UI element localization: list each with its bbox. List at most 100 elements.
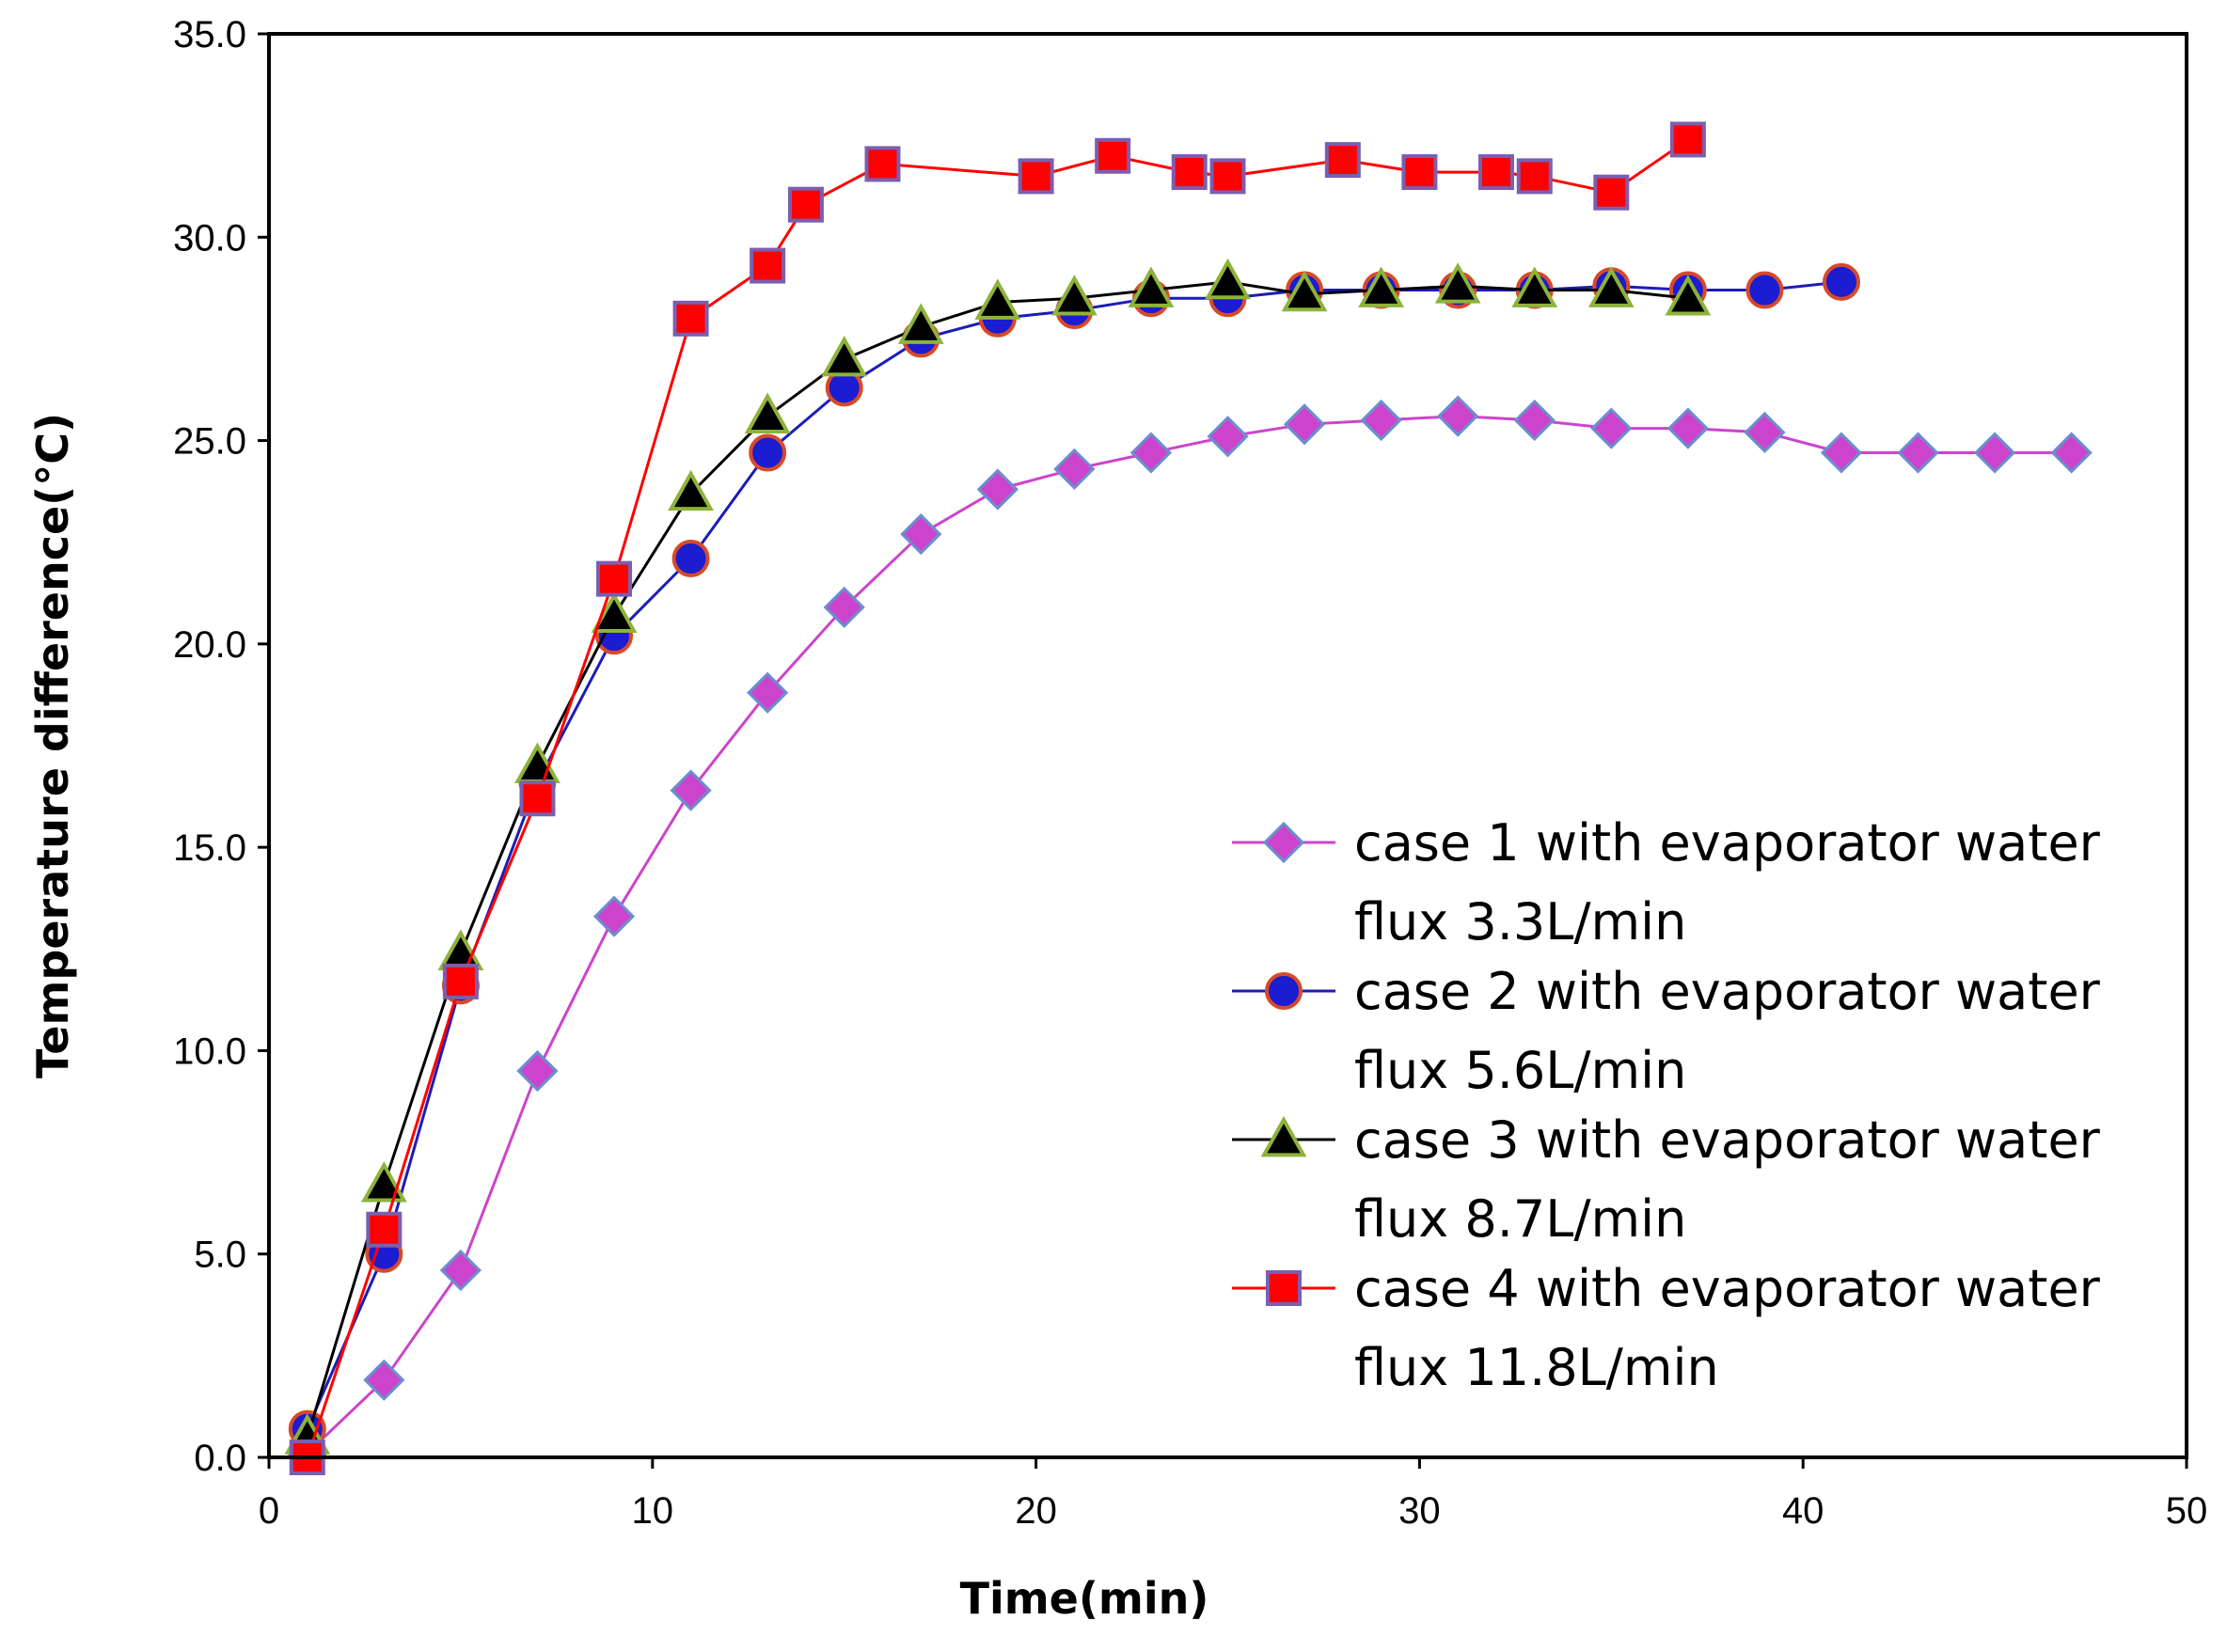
series-1-point	[1973, 432, 2016, 474]
series-1-point	[670, 769, 712, 811]
series-1	[286, 395, 2093, 1474]
series-1-point	[1437, 395, 1479, 437]
legend: case 1 with evaporator water flux 3.3L/mi…	[1232, 813, 2101, 1397]
series-4	[289, 121, 1706, 1475]
y-tick-label: 5.0	[194, 1235, 246, 1276]
series-1-point	[2050, 432, 2093, 474]
series-4-point	[1401, 154, 1438, 191]
series-3-point	[1281, 270, 1328, 312]
legend-entry-2: case 2 with evaporator water flux 5.6L/mi…	[1232, 962, 2101, 1100]
series-1-point	[1897, 432, 1939, 474]
series-4-point	[1095, 137, 1131, 174]
y-tick-label: 20.0	[173, 624, 246, 666]
series-1-point	[1207, 416, 1249, 458]
x-tick-label: 30	[1398, 1490, 1441, 1532]
x-tick-label: 0	[259, 1490, 279, 1532]
series-4-point	[750, 247, 786, 284]
series-1-point	[1129, 432, 1173, 474]
series-1-point	[1053, 448, 1096, 490]
legend-marker	[1262, 821, 1305, 864]
series-3-point	[668, 469, 714, 511]
legend-entry-3: case 3 with evaporator water flux 8.7L/mi…	[1232, 1110, 2101, 1249]
legend-marker	[1265, 972, 1303, 1010]
series-1-point	[516, 1049, 559, 1093]
legend-entry-4: case 4 with evaporator water flux 11.8L/m…	[1232, 1259, 2101, 1397]
series-4-point	[1516, 158, 1553, 195]
y-tick-label: 10.0	[173, 1031, 246, 1072]
legend-label-line2: flux 5.6L/min	[1354, 1041, 1686, 1100]
series-4-point	[1477, 154, 1514, 191]
series-3-point	[897, 303, 944, 344]
series-3-point	[360, 1161, 407, 1203]
series-1-point	[747, 671, 789, 714]
legend-label-line2: flux 11.8L/min	[1354, 1338, 1719, 1397]
series-1-point	[1590, 407, 1633, 449]
series-4-point	[519, 780, 556, 817]
series-3-point	[1205, 258, 1251, 300]
series-4-point	[1669, 121, 1706, 158]
series-4-point	[442, 963, 479, 999]
y-axis-title: Temperature difference(°C)	[27, 413, 78, 1078]
series-4-point	[596, 560, 633, 597]
legend-label-line1: case 2 with evaporator water	[1354, 962, 2101, 1021]
series-4-point	[672, 300, 709, 337]
series-1-point	[439, 1249, 482, 1292]
series-1-point	[900, 512, 942, 556]
legend-label-line1: case 4 with evaporator water	[1354, 1259, 2101, 1318]
series-4-point	[366, 1211, 403, 1248]
series-1-point	[1360, 399, 1402, 442]
x-tick-label: 50	[2166, 1490, 2208, 1532]
series-1-point	[363, 1359, 405, 1401]
series-4-point	[1593, 174, 1630, 211]
legend-marker	[1266, 1270, 1302, 1306]
plot-area-border	[267, 32, 2188, 1459]
series-1-point	[592, 895, 636, 937]
series-4-point	[1171, 154, 1208, 191]
series-1-point	[1666, 407, 1709, 449]
series-2-point	[1745, 271, 1784, 309]
series-1-point	[1744, 411, 1786, 454]
series-4-point	[864, 146, 901, 182]
y-tick-label: 0.0	[194, 1438, 246, 1479]
series-3-point	[1434, 262, 1481, 304]
legend-label-line2: flux 3.3L/min	[1354, 892, 1686, 952]
legend-entry-1: case 1 with evaporator water flux 3.3L/mi…	[1232, 813, 2101, 952]
y-tick-label: 15.0	[173, 827, 246, 869]
series-3-point	[1665, 275, 1712, 316]
series-2-point	[749, 433, 787, 472]
series-4-point	[1018, 158, 1054, 195]
series-3-point	[1587, 266, 1635, 307]
legend-label-line1: case 3 with evaporator water	[1354, 1110, 2101, 1170]
series-4-point	[1324, 142, 1361, 179]
series-1-point	[823, 586, 865, 629]
legend-label-line2: flux 8.7L/min	[1354, 1189, 1686, 1249]
series-1-point	[1283, 403, 1326, 446]
tick-labels: 0.0 5.0 10.0 15.0 20.0 25.0 30.0 35.0 0 10 20 30 40 5…	[173, 14, 2207, 1532]
series-2-point	[1822, 262, 1860, 301]
x-axis-title: Time(min)	[960, 1573, 1209, 1624]
series-1-point	[976, 468, 1019, 511]
y-tick-label: 25.0	[173, 421, 246, 463]
x-tick-label: 10	[632, 1490, 674, 1532]
series-4-point	[787, 186, 824, 223]
series-3-point	[744, 392, 791, 433]
series-4-point	[1209, 158, 1246, 195]
series-3-point	[1128, 266, 1175, 307]
legend-label-line1: case 1 with evaporator water	[1354, 813, 2101, 873]
series-3-point	[591, 591, 638, 633]
series-layer	[284, 121, 2093, 1475]
series-3-point	[974, 278, 1021, 320]
series-3-point	[1358, 266, 1405, 307]
series-3-point	[1511, 266, 1558, 307]
series-1-point	[1513, 399, 1556, 442]
y-tick-label: 30.0	[173, 217, 246, 259]
y-tick-label: 35.0	[173, 14, 246, 55]
legend-marker	[1260, 1115, 1307, 1157]
x-tick-label: 40	[1782, 1490, 1824, 1532]
series-3-point	[821, 335, 868, 377]
series-3-point	[1050, 275, 1098, 316]
x-tick-label: 20	[1015, 1490, 1057, 1532]
series-2-point	[671, 540, 710, 578]
series-1-point	[1820, 432, 1863, 474]
